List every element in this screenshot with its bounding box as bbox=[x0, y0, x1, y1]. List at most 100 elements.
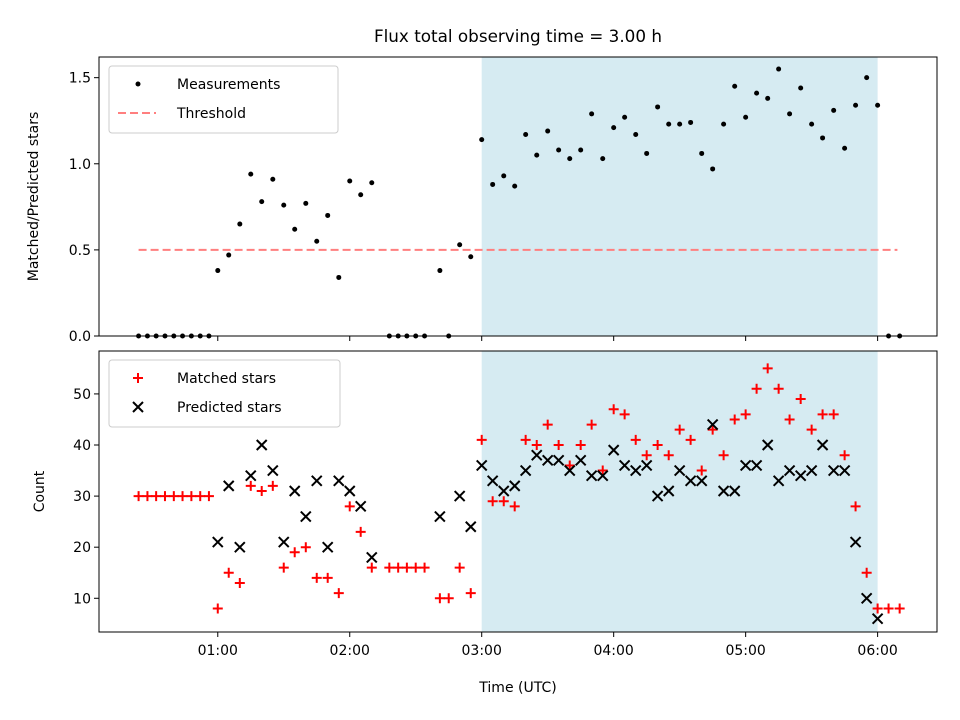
matched-point bbox=[278, 562, 289, 573]
measurement-point bbox=[743, 114, 749, 120]
matched-point bbox=[718, 450, 729, 461]
matched-point bbox=[619, 409, 630, 420]
matched-point bbox=[344, 501, 355, 512]
predicted-point bbox=[434, 510, 446, 523]
matched-point bbox=[195, 491, 206, 502]
measurement-point bbox=[237, 221, 243, 227]
measurement-point bbox=[809, 121, 815, 127]
predicted-point bbox=[267, 464, 279, 477]
legend: Measurements Threshold bbox=[108, 65, 339, 134]
x-tick-label: 05:00 bbox=[725, 643, 765, 659]
predicted-point bbox=[750, 459, 763, 472]
predicted-point bbox=[344, 485, 356, 497]
measurement-point bbox=[765, 95, 771, 101]
measurement-point bbox=[864, 75, 870, 81]
matched-point bbox=[729, 414, 740, 425]
series-matched-stars bbox=[133, 363, 905, 614]
measurement-point bbox=[600, 156, 606, 162]
chart-title: Flux total observing time = 3.00 h bbox=[374, 26, 662, 46]
measurement-point bbox=[633, 132, 639, 137]
matched-point bbox=[168, 491, 179, 502]
predicted-point bbox=[673, 464, 686, 477]
predicted-point bbox=[465, 521, 477, 533]
measurement-point bbox=[853, 102, 859, 108]
matched-point bbox=[817, 409, 828, 420]
predicted-point bbox=[354, 500, 367, 513]
y-tick-label: 0.5 bbox=[69, 243, 91, 259]
measurement-point bbox=[512, 183, 518, 189]
measurement-point bbox=[336, 274, 342, 280]
measurement-point bbox=[437, 268, 443, 274]
measurement-point bbox=[622, 114, 628, 120]
axes-frame bbox=[98, 350, 938, 633]
predicted-point bbox=[805, 464, 818, 477]
matched-point bbox=[575, 440, 586, 451]
measurement-point bbox=[721, 121, 727, 127]
x-axis-label: Time (UTC) bbox=[478, 680, 556, 696]
measurement-point bbox=[215, 268, 221, 274]
matched-point bbox=[133, 491, 144, 502]
matched-point bbox=[443, 593, 454, 604]
x-tick-label: 06:00 bbox=[857, 643, 897, 659]
legend-box bbox=[108, 65, 339, 134]
matched-point bbox=[740, 409, 751, 420]
predicted-point bbox=[772, 475, 785, 487]
measurement-point bbox=[710, 166, 716, 172]
y-tick-label: 40 bbox=[73, 438, 91, 454]
observing-window-span bbox=[481, 57, 878, 336]
predicted-point bbox=[607, 444, 620, 456]
matched-point bbox=[751, 383, 762, 394]
matched-point bbox=[883, 603, 894, 614]
measurement-point bbox=[314, 238, 320, 244]
measurement-point bbox=[248, 171, 254, 177]
measurement-point bbox=[468, 254, 474, 260]
predicted-point bbox=[498, 485, 510, 497]
matched-point bbox=[366, 562, 377, 573]
measurement-point bbox=[259, 199, 265, 205]
axes-frame bbox=[98, 56, 938, 337]
measurement-point bbox=[666, 121, 672, 127]
y-tick-label: 50 bbox=[73, 387, 91, 403]
measurement-point bbox=[732, 83, 738, 89]
predicted-point bbox=[695, 475, 708, 487]
measurement-point bbox=[347, 178, 353, 184]
measurement-point bbox=[292, 226, 298, 232]
predicted-point bbox=[630, 464, 642, 477]
observing-window-span bbox=[481, 351, 878, 632]
panel-matched-ratio: 0.0 0.5 1.0 1.5 Matched/Predicted stars Measu… bbox=[26, 56, 938, 345]
measurement-point bbox=[270, 176, 276, 182]
predicted-point bbox=[311, 475, 323, 487]
matched-point bbox=[289, 547, 300, 558]
matched-point bbox=[487, 496, 498, 507]
matched-point bbox=[696, 465, 707, 476]
matched-point bbox=[773, 383, 784, 394]
measurement-point bbox=[457, 242, 463, 248]
y-tick-label: 0.0 bbox=[69, 329, 91, 345]
predicted-point bbox=[245, 469, 257, 482]
matched-point bbox=[311, 572, 322, 583]
predicted-point bbox=[531, 449, 543, 461]
matched-point bbox=[186, 491, 197, 502]
matched-point bbox=[267, 480, 278, 491]
matched-point bbox=[401, 562, 412, 573]
predicted-point bbox=[453, 490, 466, 502]
matched-point bbox=[762, 363, 773, 374]
predicted-point bbox=[871, 613, 884, 625]
predicted-point bbox=[289, 485, 301, 497]
predicted-point bbox=[574, 454, 587, 467]
predicted-point bbox=[728, 485, 741, 497]
matched-point bbox=[142, 491, 153, 502]
predicted-point bbox=[223, 480, 235, 492]
matched-point bbox=[553, 440, 564, 451]
x-tick-label: 04:00 bbox=[593, 643, 633, 659]
matched-point bbox=[564, 460, 575, 471]
measurement-point bbox=[369, 180, 375, 186]
predicted-point bbox=[486, 475, 499, 487]
measurement-point bbox=[226, 252, 232, 258]
matched-point bbox=[828, 409, 839, 420]
matched-point bbox=[652, 440, 663, 451]
matched-point bbox=[707, 424, 718, 435]
predicted-point bbox=[618, 459, 631, 472]
matched-point bbox=[608, 404, 619, 415]
predicted-point bbox=[827, 464, 840, 477]
